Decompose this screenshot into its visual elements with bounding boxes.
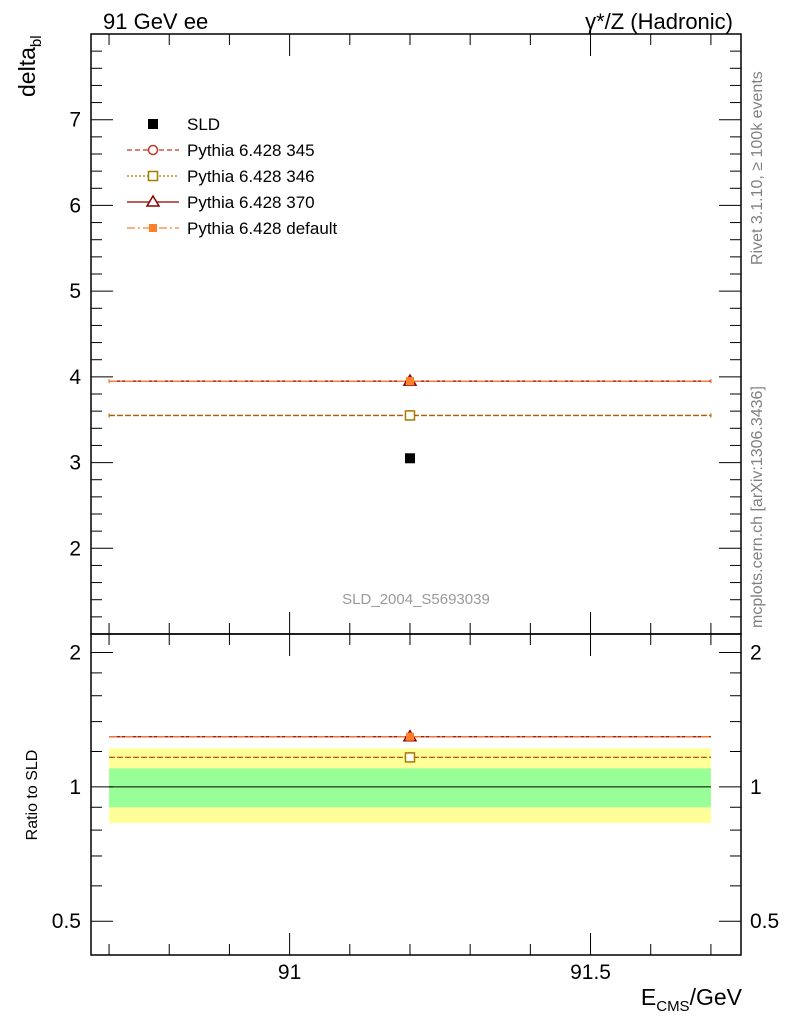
legend-item-0-label: SLD [187,115,220,134]
legend-item-1-marker [147,144,159,156]
legend-item-2-label: Pythia 6.428 346 [187,167,315,186]
series-4-point [405,377,414,386]
ratio-panel-frame [90,633,742,956]
ratio-y-axis-label: Ratio to SLD [24,750,41,841]
x-tick-label-1: 91.5 [570,961,611,984]
y-axis-label: deltabl [14,35,45,97]
y-tick-label-6: 6 [69,194,81,217]
ratio-y-tick-label-right-1: 1 [750,776,762,799]
x-axis-label: ECMS/GeV [641,984,743,1015]
legend-item-4-marker [149,224,157,232]
series-2-point [404,410,416,421]
ratio-y-tick-label-1: 1 [69,776,81,799]
header-right: γ*/Z (Hadronic) [585,9,733,34]
ratio-y-tick-label-0.5: 0.5 [52,910,81,933]
legend-item-3-label: Pythia 6.428 370 [187,193,315,212]
legend-item-3-marker [145,194,161,207]
data-point-sld [404,453,415,464]
y-tick-label-7: 7 [69,109,81,132]
series-2-ratio-point [404,752,416,763]
rivet-label: Rivet 3.1.10, ≥ 100k events [749,71,766,265]
mcplots-label: mcplots.cern.ch [arXiv:1306.3436] [749,386,766,628]
header-left: 91 GeV ee [103,9,208,34]
ratio-y-tick-label-2: 2 [69,641,81,664]
legend-item-2-marker [147,170,159,182]
legend-item-0-marker [148,119,158,129]
y-tick-label-4: 4 [69,366,81,389]
y-tick-label-3: 3 [69,452,81,475]
y-tick-label-5: 5 [69,280,81,303]
ratio-y-tick-label-right-0.5: 0.5 [750,910,779,933]
legend-item-4-label: Pythia 6.428 default [187,219,338,238]
x-tick-label-0: 91 [278,961,301,984]
ratio-band-inner [109,768,711,808]
y-tick-label-2: 2 [69,537,81,560]
series-4-ratio-point [405,732,414,741]
legend-item-1-label: Pythia 6.428 345 [187,141,315,160]
watermark: SLD_2004_S5693039 [342,591,490,608]
ratio-y-tick-label-right-2: 2 [750,641,762,664]
